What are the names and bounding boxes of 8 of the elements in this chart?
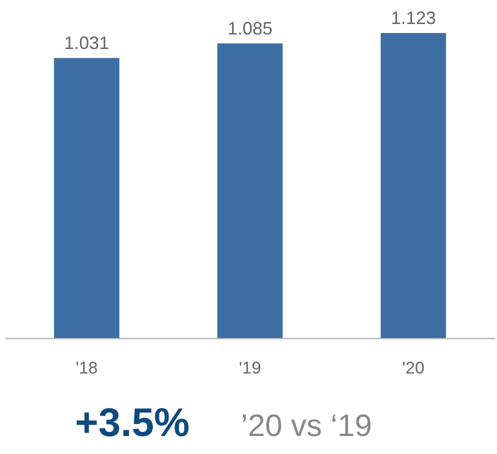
text: +3.5%: [75, 401, 190, 445]
data-label: 1.085: [227, 18, 273, 38]
text: ’20 vs ‘19: [241, 408, 372, 443]
data-label: 1.123: [390, 8, 436, 28]
x-tick-label: '19: [238, 358, 262, 378]
x-tick-label: '18: [76, 358, 98, 378]
data-label: 1.031: [64, 32, 110, 53]
x-tick-label: '20: [402, 358, 424, 378]
